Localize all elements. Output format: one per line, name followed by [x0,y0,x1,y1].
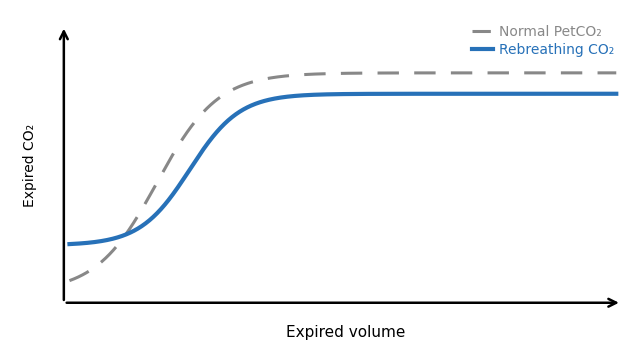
Legend: Normal PetCO₂, Rebreathing CO₂: Normal PetCO₂, Rebreathing CO₂ [466,19,620,62]
Text: Expired CO₂: Expired CO₂ [23,124,37,207]
Text: Expired volume: Expired volume [286,325,405,340]
